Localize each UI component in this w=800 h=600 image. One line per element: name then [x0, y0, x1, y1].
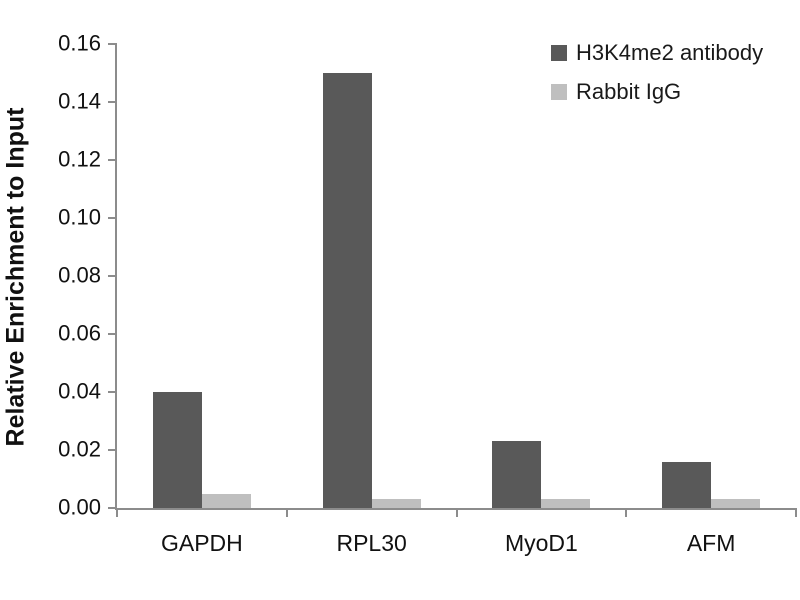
legend-swatch: [551, 84, 567, 100]
y-axis-tick: [108, 507, 117, 509]
y-axis-tick: [108, 391, 117, 393]
category-group-afm: [626, 44, 796, 508]
category-group-rpl30: [287, 44, 457, 508]
y-tick-label: 0.12: [58, 146, 101, 172]
y-tick-label: 0.14: [58, 88, 101, 114]
y-tick-label: 0.16: [58, 30, 101, 56]
x-axis-tick: [795, 508, 797, 517]
legend-label: Rabbit IgG: [576, 79, 682, 104]
y-axis-tick: [108, 275, 117, 277]
bar-rpl30: [371, 499, 421, 508]
y-tick-label: 0.00: [58, 494, 101, 520]
legend-entry: H3K4me2 antibody: [551, 40, 763, 66]
bar-afm: [662, 461, 712, 508]
y-axis-tick: [108, 217, 117, 219]
bar-myod1: [541, 499, 591, 508]
y-tick-label: 0.10: [58, 204, 101, 230]
bar-gapdh: [201, 493, 251, 508]
x-axis-tick: [625, 508, 628, 517]
bar-myod1: [492, 441, 542, 508]
plot-area: 0.00 0.02 0.04 0.06 0.08 0.10 0.12 0.14 0.16 GAPD…: [58, 30, 797, 556]
x-axis-tick: [455, 508, 458, 517]
y-axis-tick: [108, 449, 117, 451]
x-axis-tick: [116, 508, 118, 517]
bar-gapdh: [152, 392, 202, 508]
y-tick-label: 0.02: [58, 436, 101, 462]
y-axis-tick: [108, 101, 117, 103]
x-category-label: GAPDH: [160, 530, 243, 556]
x-category-label: RPL30: [336, 530, 407, 556]
legend-entry: Rabbit IgG: [551, 79, 763, 105]
legend: H3K4me2 antibody Rabbit IgG: [551, 40, 763, 105]
x-category-label: AFM: [686, 530, 736, 556]
y-tick-label: 0.04: [58, 378, 101, 404]
x-category-label: MyoD1: [504, 530, 578, 556]
y-axis-tick: [108, 333, 117, 335]
y-axis-title: Relative Enrichment to Input: [1, 107, 30, 447]
y-tick-label: 0.08: [58, 262, 101, 288]
x-axis-tick: [285, 508, 288, 517]
category-group-gapdh: [117, 44, 287, 508]
legend-label: H3K4me2 antibody: [576, 40, 764, 65]
bar-rpl30: [322, 73, 372, 508]
category-group-myod1: [457, 44, 627, 508]
legend-swatch: [551, 45, 567, 61]
y-axis-tick: [108, 159, 117, 161]
y-tick-label: 0.06: [58, 320, 101, 346]
y-axis-tick: [108, 43, 117, 45]
bar-afm: [711, 499, 761, 508]
